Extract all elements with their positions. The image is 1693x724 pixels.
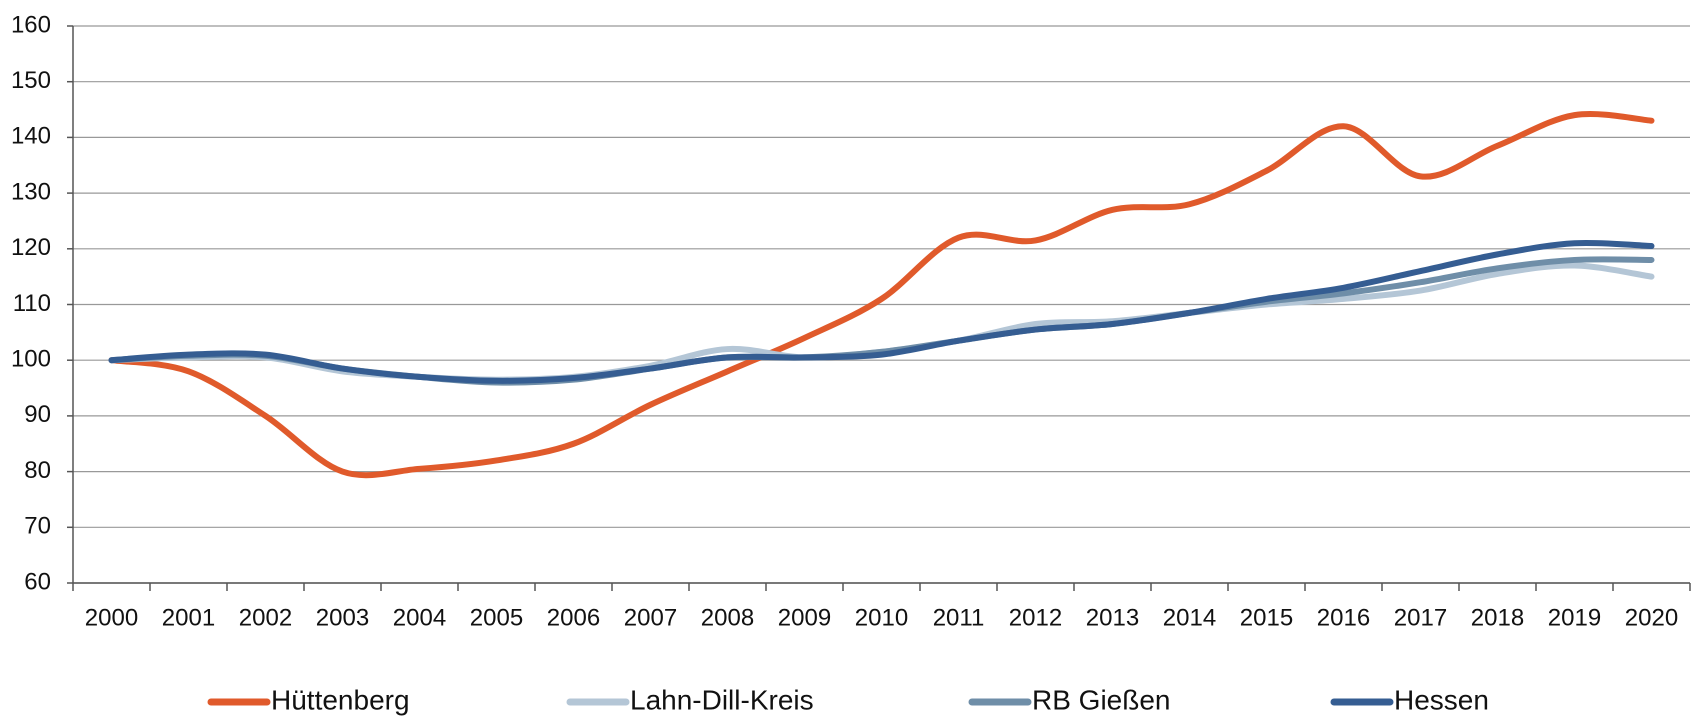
x-tick-label: 2010 bbox=[855, 604, 908, 631]
x-tick-label: 2002 bbox=[239, 604, 292, 631]
x-tick-label: 2013 bbox=[1086, 604, 1139, 631]
x-tick-label: 2006 bbox=[547, 604, 600, 631]
line-series bbox=[108, 256, 1655, 386]
legend-label: Hüttenberg bbox=[271, 684, 410, 715]
y-tick-label: 150 bbox=[11, 67, 51, 94]
y-tick-label: 140 bbox=[11, 123, 51, 150]
x-tick-label: 2014 bbox=[1163, 604, 1216, 631]
x-tick-label: 2015 bbox=[1240, 604, 1293, 631]
legend-label: Lahn-Dill-Kreis bbox=[630, 684, 814, 715]
legend-label: Hessen bbox=[1394, 684, 1489, 715]
x-tick-label: 2004 bbox=[393, 604, 446, 631]
y-tick-label: 90 bbox=[24, 401, 51, 428]
x-tick-label: 2000 bbox=[85, 604, 138, 631]
x-tick-label: 2011 bbox=[933, 604, 985, 631]
y-tick-label: 120 bbox=[11, 234, 51, 261]
y-tick-label: 60 bbox=[24, 568, 51, 595]
y-tick-label: 130 bbox=[11, 178, 51, 205]
y-tick-label: 110 bbox=[13, 290, 51, 317]
legend-label: RB Gießen bbox=[1032, 684, 1171, 715]
x-tick-label: 2009 bbox=[778, 604, 831, 631]
y-tick-label: 160 bbox=[11, 11, 51, 38]
x-tick-label: 2017 bbox=[1394, 604, 1447, 631]
y-tick-label: 80 bbox=[24, 457, 51, 484]
x-tick-label: 2012 bbox=[1009, 604, 1062, 631]
x-tick-label: 2018 bbox=[1471, 604, 1524, 631]
x-tick-label: 2003 bbox=[316, 604, 369, 631]
y-tick-label: 100 bbox=[11, 346, 51, 373]
x-tick-label: 2019 bbox=[1548, 604, 1601, 631]
x-tick-label: 2020 bbox=[1625, 604, 1678, 631]
x-tick-label: 2005 bbox=[470, 604, 523, 631]
x-tick-label: 2007 bbox=[624, 604, 677, 631]
x-tick-label: 2008 bbox=[701, 604, 754, 631]
y-tick-label: 70 bbox=[24, 513, 51, 540]
x-tick-label: 2016 bbox=[1317, 604, 1370, 631]
x-tick-label: 2001 bbox=[162, 604, 215, 631]
line-series bbox=[108, 111, 1655, 479]
line-series bbox=[108, 239, 1655, 384]
